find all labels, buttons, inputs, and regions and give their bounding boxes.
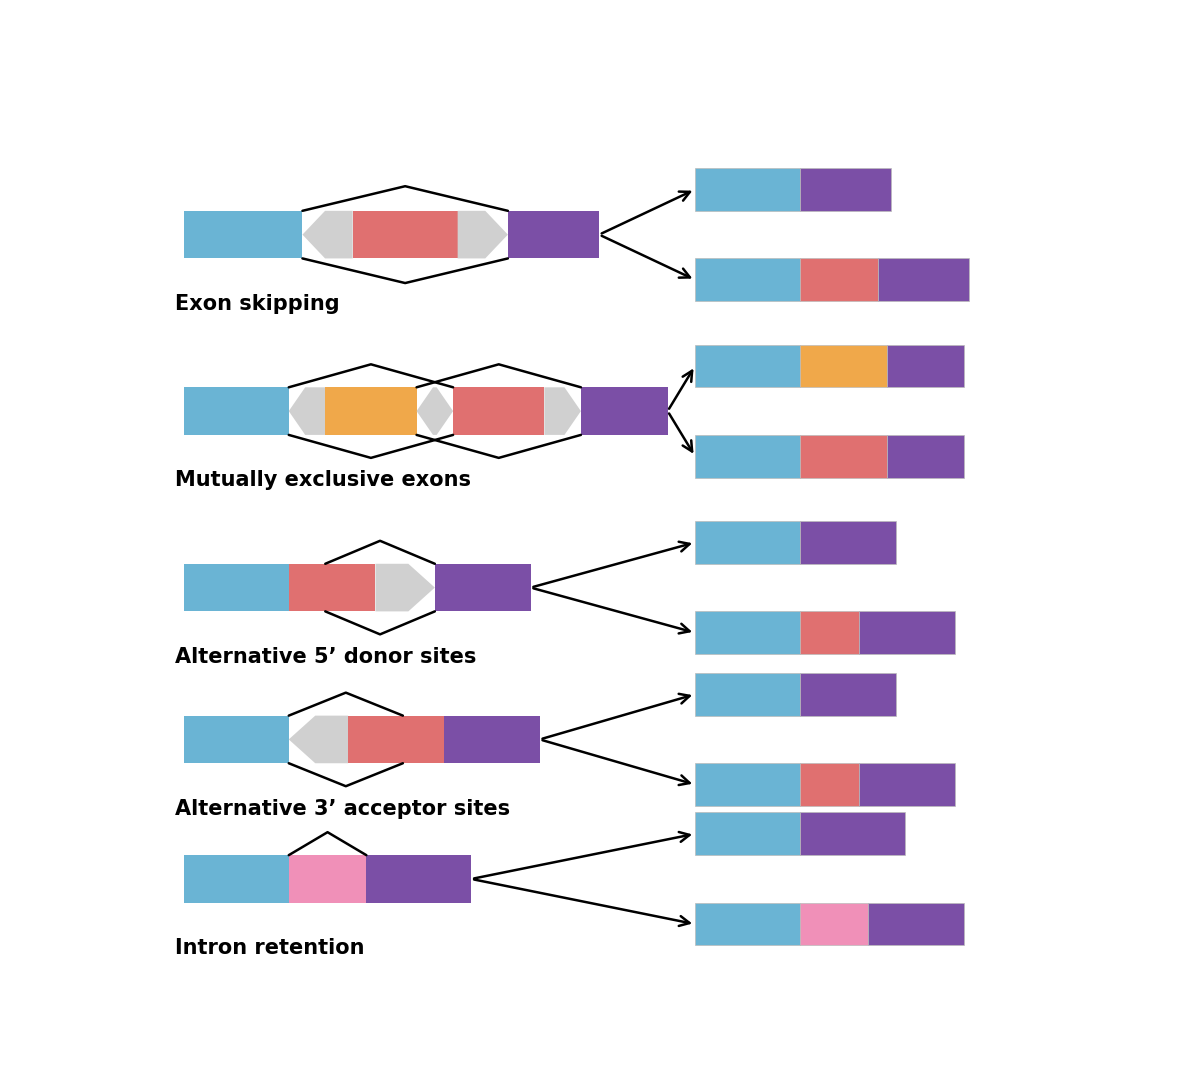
- Bar: [800, 673, 895, 715]
- Bar: [184, 564, 289, 612]
- Bar: [800, 168, 892, 211]
- Bar: [800, 435, 887, 478]
- Bar: [695, 344, 800, 387]
- Bar: [860, 612, 955, 655]
- Bar: [800, 258, 878, 301]
- Bar: [325, 387, 417, 435]
- Bar: [695, 258, 800, 301]
- Bar: [366, 855, 471, 903]
- Bar: [184, 855, 289, 903]
- Text: Mutually exclusive exons: Mutually exclusive exons: [174, 470, 471, 490]
- Bar: [800, 763, 860, 806]
- Bar: [289, 855, 366, 903]
- Bar: [184, 387, 289, 435]
- Bar: [184, 715, 289, 763]
- Bar: [868, 903, 965, 946]
- Bar: [800, 903, 868, 946]
- Bar: [800, 812, 905, 855]
- Polygon shape: [289, 387, 325, 435]
- Bar: [800, 612, 860, 655]
- Text: Exon skipping: Exon skipping: [174, 294, 339, 313]
- Bar: [581, 387, 668, 435]
- Bar: [695, 521, 800, 564]
- Bar: [349, 715, 444, 763]
- Polygon shape: [303, 211, 352, 258]
- Bar: [800, 344, 887, 387]
- Polygon shape: [376, 564, 435, 612]
- Bar: [184, 211, 303, 258]
- Bar: [695, 435, 800, 478]
- Bar: [508, 211, 600, 258]
- Polygon shape: [289, 715, 349, 763]
- Text: Alternative 5’ donor sites: Alternative 5’ donor sites: [174, 647, 476, 666]
- Bar: [695, 612, 800, 655]
- Bar: [289, 564, 376, 612]
- Bar: [435, 564, 530, 612]
- Bar: [454, 387, 544, 435]
- Bar: [695, 763, 800, 806]
- Bar: [800, 521, 895, 564]
- Bar: [695, 812, 800, 855]
- Bar: [695, 168, 800, 211]
- Bar: [444, 715, 540, 763]
- Bar: [352, 211, 458, 258]
- Bar: [887, 435, 965, 478]
- Bar: [878, 258, 968, 301]
- Bar: [887, 344, 965, 387]
- Polygon shape: [457, 211, 508, 258]
- Polygon shape: [544, 387, 581, 435]
- Bar: [695, 903, 800, 946]
- Bar: [860, 763, 955, 806]
- Bar: [695, 673, 800, 715]
- Polygon shape: [417, 387, 454, 435]
- Text: Alternative 3’ acceptor sites: Alternative 3’ acceptor sites: [174, 798, 510, 819]
- Text: Intron retention: Intron retention: [174, 938, 364, 958]
